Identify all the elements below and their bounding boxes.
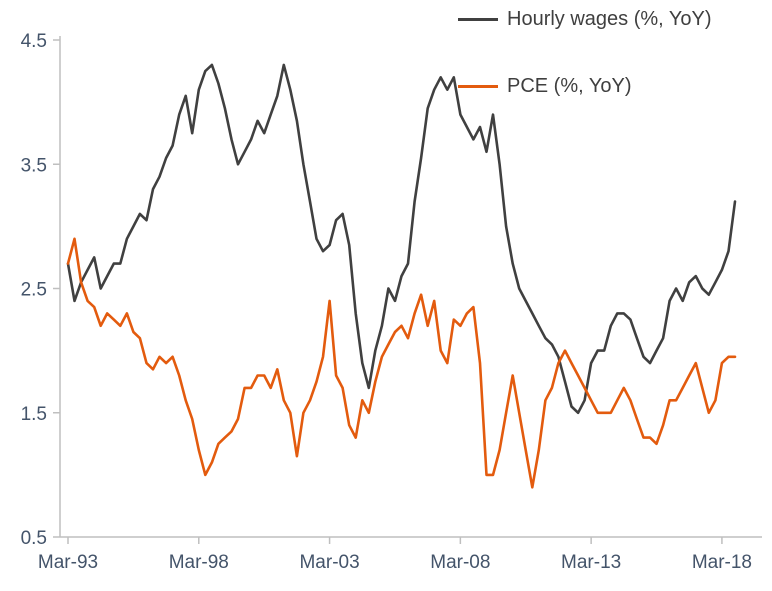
x-axis-tick-label: Mar-13 bbox=[561, 552, 621, 573]
chart-legend: Hourly wages (%, YoY) PCE (%, YoY) bbox=[458, 8, 712, 98]
legend-item-pce: PCE (%, YoY) bbox=[458, 75, 712, 98]
pce-line-swatch bbox=[458, 85, 498, 88]
legend-item-hourly-wages: Hourly wages (%, YoY) bbox=[458, 8, 712, 31]
y-axis-tick-label: 0.5 bbox=[21, 528, 47, 549]
x-axis-tick-label: Mar-98 bbox=[169, 552, 229, 573]
x-axis-tick-label: Mar-03 bbox=[299, 552, 359, 573]
series-lines bbox=[66, 63, 737, 489]
legend-label-pce: PCE (%, YoY) bbox=[507, 75, 632, 97]
pce-line bbox=[66, 237, 737, 489]
axes: 4.5 3.5 2.5 1.5 0.5 Mar-93 Mar-98 Mar-03 Mar-08 M… bbox=[21, 31, 762, 573]
y-axis-tick-label: 3.5 bbox=[21, 155, 47, 176]
y-axis-tick-label: 1.5 bbox=[21, 404, 47, 425]
y-axis-tick-label: 4.5 bbox=[21, 31, 47, 52]
y-axis-tick-label: 2.5 bbox=[21, 280, 47, 301]
legend-label-hourly-wages: Hourly wages (%, YoY) bbox=[507, 8, 712, 30]
hourly-wages-line-swatch bbox=[458, 18, 498, 21]
hourly-wages-line bbox=[66, 63, 737, 415]
x-axis-tick-label: Mar-08 bbox=[430, 552, 490, 573]
x-axis-tick-label: Mar-18 bbox=[692, 552, 752, 573]
x-axis-tick-label: Mar-93 bbox=[38, 552, 98, 573]
